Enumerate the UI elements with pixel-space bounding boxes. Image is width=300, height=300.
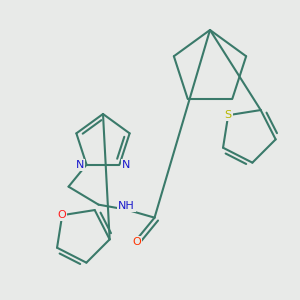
Text: N: N (122, 160, 130, 170)
Text: S: S (225, 110, 232, 120)
Text: N: N (76, 160, 85, 170)
Text: O: O (132, 237, 141, 247)
Text: O: O (58, 210, 67, 220)
Text: NH: NH (118, 201, 135, 211)
